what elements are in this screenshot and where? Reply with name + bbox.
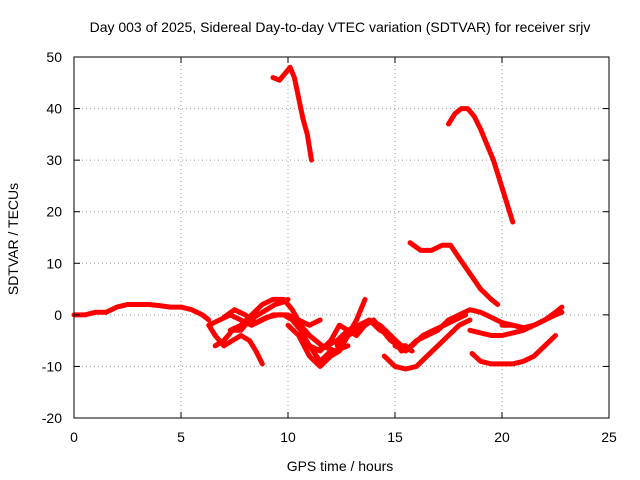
series-group: [71, 64, 565, 372]
series-arc-1: [71, 302, 212, 323]
x-tick-label: 25: [601, 429, 617, 445]
series-arc-12: [392, 307, 526, 354]
series-arc-6: [221, 307, 323, 328]
series-arc-19: [499, 304, 565, 331]
plot-frame: [73, 56, 610, 419]
y-tick-label: 30: [46, 152, 62, 168]
x-tick-labels: 0 5 10 15 20 25: [70, 429, 617, 445]
series-arc-17: [531, 333, 558, 359]
series-arc-11: [381, 317, 473, 372]
y-tick-label: 0: [54, 307, 62, 323]
y-tick-label: -20: [42, 410, 62, 426]
axis-ticks: [73, 56, 610, 419]
y-axis-label: SDTVAR / TECUs: [5, 183, 21, 295]
y-tick-label: 20: [46, 204, 62, 220]
y-tick-label: -10: [42, 358, 62, 374]
y-tick-labels: -20 -10 0 10 20 30 40 50: [42, 49, 62, 426]
x-tick-label: 20: [494, 429, 510, 445]
series-arc-15: [407, 240, 501, 307]
y-tick-label: 40: [46, 101, 62, 117]
series-arc-14: [446, 106, 516, 225]
x-tick-label: 10: [280, 429, 296, 445]
x-tick-label: 15: [387, 429, 403, 445]
series-arc-13: [270, 64, 314, 163]
grid-lines: [74, 57, 609, 418]
series-arc-2: [206, 322, 265, 367]
chart-title: Day 003 of 2025, Sidereal Day-to-day VTE…: [90, 19, 591, 35]
series-arc-3: [212, 296, 291, 349]
x-tick-label: 5: [177, 429, 185, 445]
y-tick-label: 50: [46, 49, 62, 65]
series-arc-16: [469, 351, 537, 367]
x-axis-label: GPS time / hours: [287, 458, 394, 474]
x-tick-label: 0: [70, 429, 78, 445]
y-tick-label: 10: [46, 255, 62, 271]
